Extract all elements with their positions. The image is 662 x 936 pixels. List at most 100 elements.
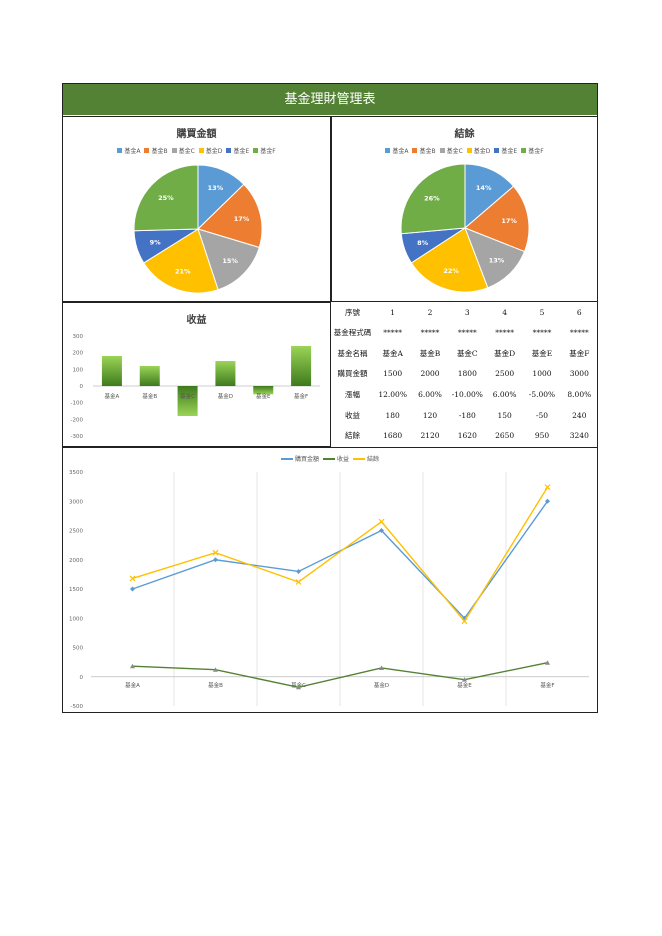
data-point bbox=[212, 549, 219, 556]
y-tick-label: 2000 bbox=[69, 558, 83, 564]
pie-slice bbox=[133, 164, 199, 232]
x-tick-label: 基金C bbox=[180, 392, 195, 400]
table-cell: 5 bbox=[539, 307, 545, 317]
table-cell: 基金A bbox=[382, 348, 403, 358]
table-cell: 8.00% bbox=[567, 390, 592, 400]
legend-swatch bbox=[494, 148, 500, 153]
legend-swatch bbox=[144, 148, 150, 153]
table-cell: 6 bbox=[576, 307, 582, 317]
data-point bbox=[378, 518, 385, 525]
series-line bbox=[132, 662, 548, 688]
chart-legend: 購買金額 收益 結餘 bbox=[63, 454, 597, 463]
x-tick-label: 基金E bbox=[457, 681, 472, 689]
legend-label: 基金A bbox=[124, 148, 141, 155]
legend-swatch bbox=[117, 148, 123, 153]
data-point bbox=[130, 663, 135, 669]
table-cell: ***** bbox=[420, 328, 440, 338]
pie-slice bbox=[143, 228, 219, 294]
legend-label: 基金A bbox=[392, 148, 409, 155]
y-tick-label: 500 bbox=[73, 646, 84, 652]
legend-swatch bbox=[226, 148, 232, 153]
bar bbox=[139, 366, 160, 386]
pie-slice-label: 14% bbox=[476, 184, 492, 192]
chart-legend: 基金A 基金B 基金C 基金D 基金E 基金F bbox=[63, 146, 330, 155]
data-point bbox=[544, 484, 551, 491]
legend-label: 基金D bbox=[205, 148, 223, 155]
table-row: 購買金額 1500 2000 1800 2500 1000 3000 bbox=[331, 364, 598, 385]
table-row: 序號 1 2 3 4 5 6 bbox=[331, 302, 598, 323]
row-header: 序號 bbox=[345, 307, 360, 317]
legend-swatch bbox=[253, 148, 259, 153]
table-row: 結餘 1680 2120 1620 2650 950 3240 bbox=[331, 425, 598, 446]
x-tick-label: 基金E bbox=[256, 392, 271, 400]
bar bbox=[253, 386, 274, 395]
table-cell: -5.00% bbox=[528, 390, 556, 400]
table-cell: 6.00% bbox=[492, 390, 517, 400]
legend-item: 基金A bbox=[117, 146, 140, 155]
fund-table: 序號 1 2 3 4 5 6 基金程式碼 ***** ***** ***** ***** ***** **… bbox=[331, 302, 598, 446]
data-point bbox=[545, 498, 550, 504]
y-tick-label: 1500 bbox=[69, 587, 83, 593]
x-tick-label: 基金D bbox=[218, 392, 233, 400]
purchase-pie-chart: 13% 17% 15% 21% 9% 25% bbox=[133, 164, 263, 294]
line-panel: 購買金額 收益 結餘 3500 3000 2500 2000 1500 1000 500 0 -50… bbox=[62, 447, 598, 713]
table-cell: 基金D bbox=[494, 348, 516, 358]
table-cell: ***** bbox=[457, 328, 477, 338]
y-tick-label: -500 bbox=[71, 704, 84, 710]
table-cell: -10.00% bbox=[451, 390, 483, 400]
table-cell: 2500 bbox=[495, 369, 515, 379]
table-cell: 基金F bbox=[569, 348, 590, 358]
data-point bbox=[296, 684, 301, 690]
legend-item: 基金D bbox=[198, 146, 223, 155]
legend-label: 收益 bbox=[336, 456, 349, 463]
pie-slice-label: 17% bbox=[234, 215, 250, 223]
data-point bbox=[129, 575, 136, 582]
y-tick-label: 0 bbox=[80, 675, 84, 681]
legend-swatch bbox=[322, 457, 335, 460]
x-tick-label: 基金A bbox=[125, 681, 140, 689]
legend-label: 基金E bbox=[501, 148, 518, 155]
data-point bbox=[213, 557, 218, 563]
table-cell: -180 bbox=[458, 410, 476, 420]
table-cell: 2 bbox=[427, 307, 433, 317]
table-row: 基金名稱 基金A 基金B 基金C 基金D 基金E 基金F bbox=[331, 343, 598, 364]
balance-pie-panel: 結餘 基金A 基金B 基金C 基金D 基金E 基金F 14% 17% 13% 22% 8% 26% bbox=[331, 116, 598, 302]
series-line bbox=[132, 486, 549, 623]
legend-label: 基金B bbox=[151, 148, 168, 155]
data-point bbox=[213, 667, 218, 672]
x-tick-label: 基金C bbox=[291, 681, 306, 689]
pie-slice-label: 9% bbox=[150, 238, 162, 246]
table-cell: ***** bbox=[495, 328, 515, 338]
legend-item: 購買金額 bbox=[280, 454, 319, 463]
table-row: 基金程式碼 ***** ***** ***** ***** ***** ***** bbox=[331, 323, 598, 344]
table-cell: 1 bbox=[390, 307, 396, 317]
pie-slice bbox=[197, 183, 263, 249]
row-header: 結餘 bbox=[345, 431, 360, 441]
table-cell: 12.00% bbox=[378, 390, 407, 400]
pie-slice bbox=[464, 163, 515, 230]
y-tick-label: 1000 bbox=[69, 616, 83, 622]
x-tick-label: 基金F bbox=[540, 681, 554, 689]
data-point bbox=[545, 660, 550, 665]
table-cell: 6.00% bbox=[418, 390, 442, 400]
pie-slice-label: 17% bbox=[501, 217, 517, 225]
table-cell: 150 bbox=[497, 410, 512, 420]
page-title: 基金理財管理表 bbox=[63, 84, 597, 115]
row-header: 基金名稱 bbox=[337, 348, 368, 358]
table-cell: 1620 bbox=[457, 431, 477, 441]
table-cell: ***** bbox=[569, 328, 589, 338]
pie-slice-label: 13% bbox=[208, 184, 224, 192]
row-header: 基金程式碼 bbox=[333, 328, 372, 338]
y-tick-label: 300 bbox=[73, 334, 84, 340]
legend-swatch bbox=[198, 148, 204, 153]
legend-swatch bbox=[171, 148, 177, 153]
legend-swatch bbox=[353, 457, 365, 460]
table-cell: 1500 bbox=[383, 369, 403, 379]
table-row: 收益 180 120 -180 150 -50 240 bbox=[331, 405, 598, 426]
table-cell: 1000 bbox=[532, 369, 552, 379]
data-point bbox=[130, 586, 135, 592]
row-header: 漲幅 bbox=[345, 390, 360, 400]
legend-item: 基金B bbox=[412, 146, 436, 155]
x-tick-label: 基金B bbox=[142, 392, 157, 400]
line-chart: 3500 3000 2500 2000 1500 1000 500 0 -500 基金A 基金B 基金… bbox=[69, 470, 589, 710]
